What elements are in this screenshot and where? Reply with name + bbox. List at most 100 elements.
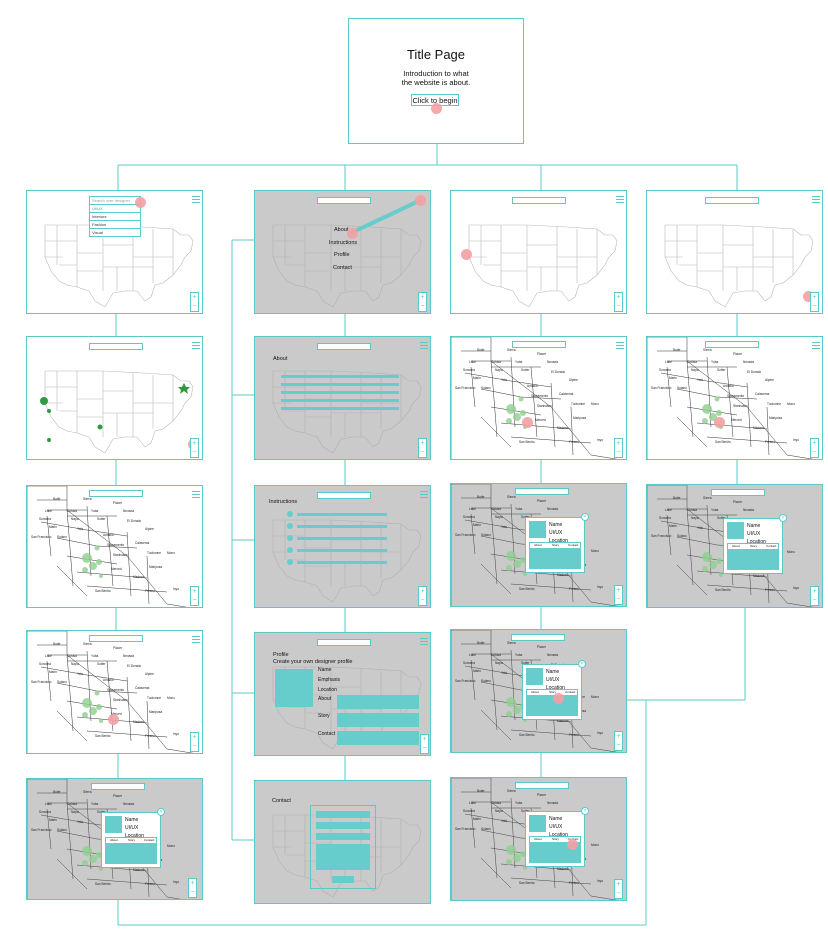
- close-icon[interactable]: ×: [581, 807, 589, 815]
- tab-about[interactable]: About: [531, 690, 539, 694]
- zoom-control[interactable]: + −: [420, 734, 429, 754]
- zoom-out-icon[interactable]: −: [420, 303, 425, 310]
- menu-icon[interactable]: [192, 636, 200, 643]
- menu-icon[interactable]: [420, 638, 428, 645]
- zoom-out-icon[interactable]: −: [192, 743, 197, 750]
- menu-icon[interactable]: [812, 196, 820, 203]
- zoom-control[interactable]: + −: [190, 292, 199, 312]
- zoom-out-icon[interactable]: −: [812, 449, 817, 456]
- menu-item-profile[interactable]: Profile: [334, 252, 350, 258]
- contact-field[interactable]: [316, 833, 370, 840]
- dropdown-option[interactable]: Visual: [92, 230, 103, 235]
- search-bar[interactable]: [317, 197, 371, 204]
- emphasis-dropdown[interactable]: Search over designer UI/UX Interiors Fas…: [89, 196, 141, 237]
- menu-icon[interactable]: [192, 342, 200, 349]
- tab-contact[interactable]: Contact: [144, 838, 155, 842]
- tab-story[interactable]: Story: [552, 543, 560, 547]
- zoom-out-icon[interactable]: −: [190, 889, 195, 896]
- tab-about[interactable]: About: [534, 543, 542, 547]
- zoom-control[interactable]: + −: [614, 731, 623, 751]
- tab-story[interactable]: Story: [128, 838, 136, 842]
- zoom-control[interactable]: + −: [810, 438, 819, 458]
- menu-item-contact[interactable]: Contact: [333, 265, 352, 271]
- zoom-out-icon[interactable]: −: [616, 742, 621, 749]
- menu-icon[interactable]: [616, 196, 624, 203]
- search-bar[interactable]: [512, 341, 566, 348]
- zoom-out-icon[interactable]: −: [192, 449, 197, 456]
- zoom-in-icon[interactable]: +: [192, 734, 197, 741]
- zoom-out-icon[interactable]: −: [616, 449, 621, 456]
- zoom-control[interactable]: + −: [190, 586, 199, 606]
- zoom-in-icon[interactable]: +: [420, 440, 425, 447]
- zoom-in-icon[interactable]: +: [616, 881, 621, 888]
- search-bar[interactable]: [515, 782, 569, 789]
- zoom-out-icon[interactable]: −: [812, 597, 817, 604]
- contact-submit-button[interactable]: [332, 876, 354, 883]
- dropdown-option[interactable]: UI/UX: [90, 205, 140, 213]
- search-bar[interactable]: [89, 490, 143, 497]
- zoom-control[interactable]: + −: [614, 292, 623, 312]
- zoom-in-icon[interactable]: +: [812, 440, 817, 447]
- menu-icon[interactable]: [420, 342, 428, 349]
- zoom-in-icon[interactable]: +: [422, 736, 427, 743]
- zoom-in-icon[interactable]: +: [420, 294, 425, 301]
- zoom-in-icon[interactable]: +: [616, 440, 621, 447]
- zoom-control[interactable]: + −: [418, 292, 427, 312]
- search-bar[interactable]: [317, 343, 371, 350]
- tab-story[interactable]: Story: [552, 837, 560, 841]
- zoom-out-icon[interactable]: −: [420, 449, 425, 456]
- close-icon[interactable]: ×: [157, 808, 165, 816]
- zoom-in-icon[interactable]: +: [192, 440, 197, 447]
- tab-story[interactable]: Story: [549, 690, 557, 694]
- search-bar[interactable]: [91, 783, 145, 790]
- search-bar[interactable]: [317, 639, 371, 646]
- zoom-control[interactable]: + −: [418, 586, 427, 606]
- zoom-control[interactable]: + −: [418, 438, 427, 458]
- tab-story[interactable]: Story: [750, 544, 758, 548]
- story-input[interactable]: [337, 713, 419, 727]
- search-bar[interactable]: [711, 489, 765, 496]
- zoom-out-icon[interactable]: −: [616, 303, 621, 310]
- zoom-in-icon[interactable]: +: [812, 588, 817, 595]
- contact-field[interactable]: [316, 811, 370, 818]
- zoom-out-icon[interactable]: −: [616, 596, 621, 603]
- zoom-in-icon[interactable]: +: [190, 880, 195, 887]
- contact-field[interactable]: [316, 822, 370, 829]
- zoom-control[interactable]: + −: [614, 585, 623, 605]
- close-icon[interactable]: ×: [578, 660, 586, 668]
- close-icon[interactable]: ×: [581, 513, 589, 521]
- about-input[interactable]: [337, 695, 419, 709]
- zoom-control[interactable]: + −: [614, 438, 623, 458]
- zoom-out-icon[interactable]: −: [420, 597, 425, 604]
- menu-icon[interactable]: [192, 196, 200, 203]
- profile-photo-field[interactable]: [275, 669, 313, 707]
- menu-icon[interactable]: [420, 491, 428, 498]
- zoom-in-icon[interactable]: +: [420, 588, 425, 595]
- zoom-in-icon[interactable]: +: [812, 294, 817, 301]
- search-bar[interactable]: [705, 197, 759, 204]
- search-bar[interactable]: [89, 343, 143, 350]
- zoom-control[interactable]: + −: [190, 732, 199, 752]
- menu-item-instructions[interactable]: Instructions: [329, 240, 358, 246]
- tab-contact[interactable]: Contact: [568, 543, 579, 547]
- zoom-out-icon[interactable]: −: [192, 597, 197, 604]
- dropdown-option[interactable]: Fashion: [90, 221, 140, 229]
- search-bar[interactable]: [512, 197, 566, 204]
- zoom-in-icon[interactable]: +: [616, 294, 621, 301]
- search-bar[interactable]: [515, 488, 569, 495]
- zoom-out-icon[interactable]: −: [422, 745, 427, 752]
- zoom-in-icon[interactable]: +: [616, 733, 621, 740]
- tab-about[interactable]: About: [534, 837, 542, 841]
- zoom-in-icon[interactable]: +: [192, 294, 197, 301]
- tab-about[interactable]: About: [110, 838, 118, 842]
- zoom-control[interactable]: + −: [614, 879, 623, 899]
- zoom-control[interactable]: + −: [190, 438, 199, 458]
- zoom-out-icon[interactable]: −: [616, 890, 621, 897]
- zoom-out-icon[interactable]: −: [192, 303, 197, 310]
- zoom-in-icon[interactable]: +: [192, 588, 197, 595]
- search-bar[interactable]: [89, 635, 143, 642]
- tab-contact[interactable]: Contact: [565, 690, 576, 694]
- contact-input[interactable]: [337, 731, 419, 745]
- zoom-control[interactable]: + −: [188, 878, 197, 898]
- contact-message[interactable]: [316, 844, 370, 870]
